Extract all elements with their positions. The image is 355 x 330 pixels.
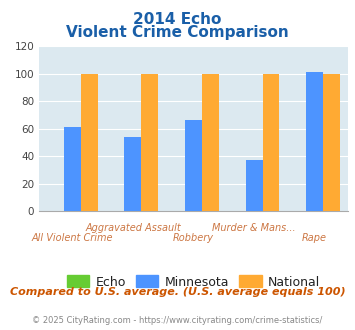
Bar — [306, 72, 323, 211]
Bar — [81, 74, 98, 211]
Bar — [185, 120, 202, 211]
Bar — [125, 137, 141, 211]
Text: Murder & Mans...: Murder & Mans... — [212, 223, 296, 233]
Bar — [141, 74, 158, 211]
Bar — [323, 74, 340, 211]
Text: Compared to U.S. average. (U.S. average equals 100): Compared to U.S. average. (U.S. average … — [10, 287, 345, 297]
Legend: Echo, Minnesota, National: Echo, Minnesota, National — [62, 270, 325, 293]
Bar — [64, 127, 81, 211]
Text: Rape: Rape — [302, 233, 327, 243]
Bar — [246, 160, 262, 211]
Text: Aggravated Assault: Aggravated Assault — [85, 223, 181, 233]
Text: © 2025 CityRating.com - https://www.cityrating.com/crime-statistics/: © 2025 CityRating.com - https://www.city… — [32, 315, 323, 325]
Text: 2014 Echo: 2014 Echo — [133, 12, 222, 26]
Text: Robbery: Robbery — [173, 233, 214, 243]
Text: All Violent Crime: All Violent Crime — [32, 233, 113, 243]
Bar — [202, 74, 219, 211]
Text: Violent Crime Comparison: Violent Crime Comparison — [66, 25, 289, 40]
Bar — [262, 74, 279, 211]
